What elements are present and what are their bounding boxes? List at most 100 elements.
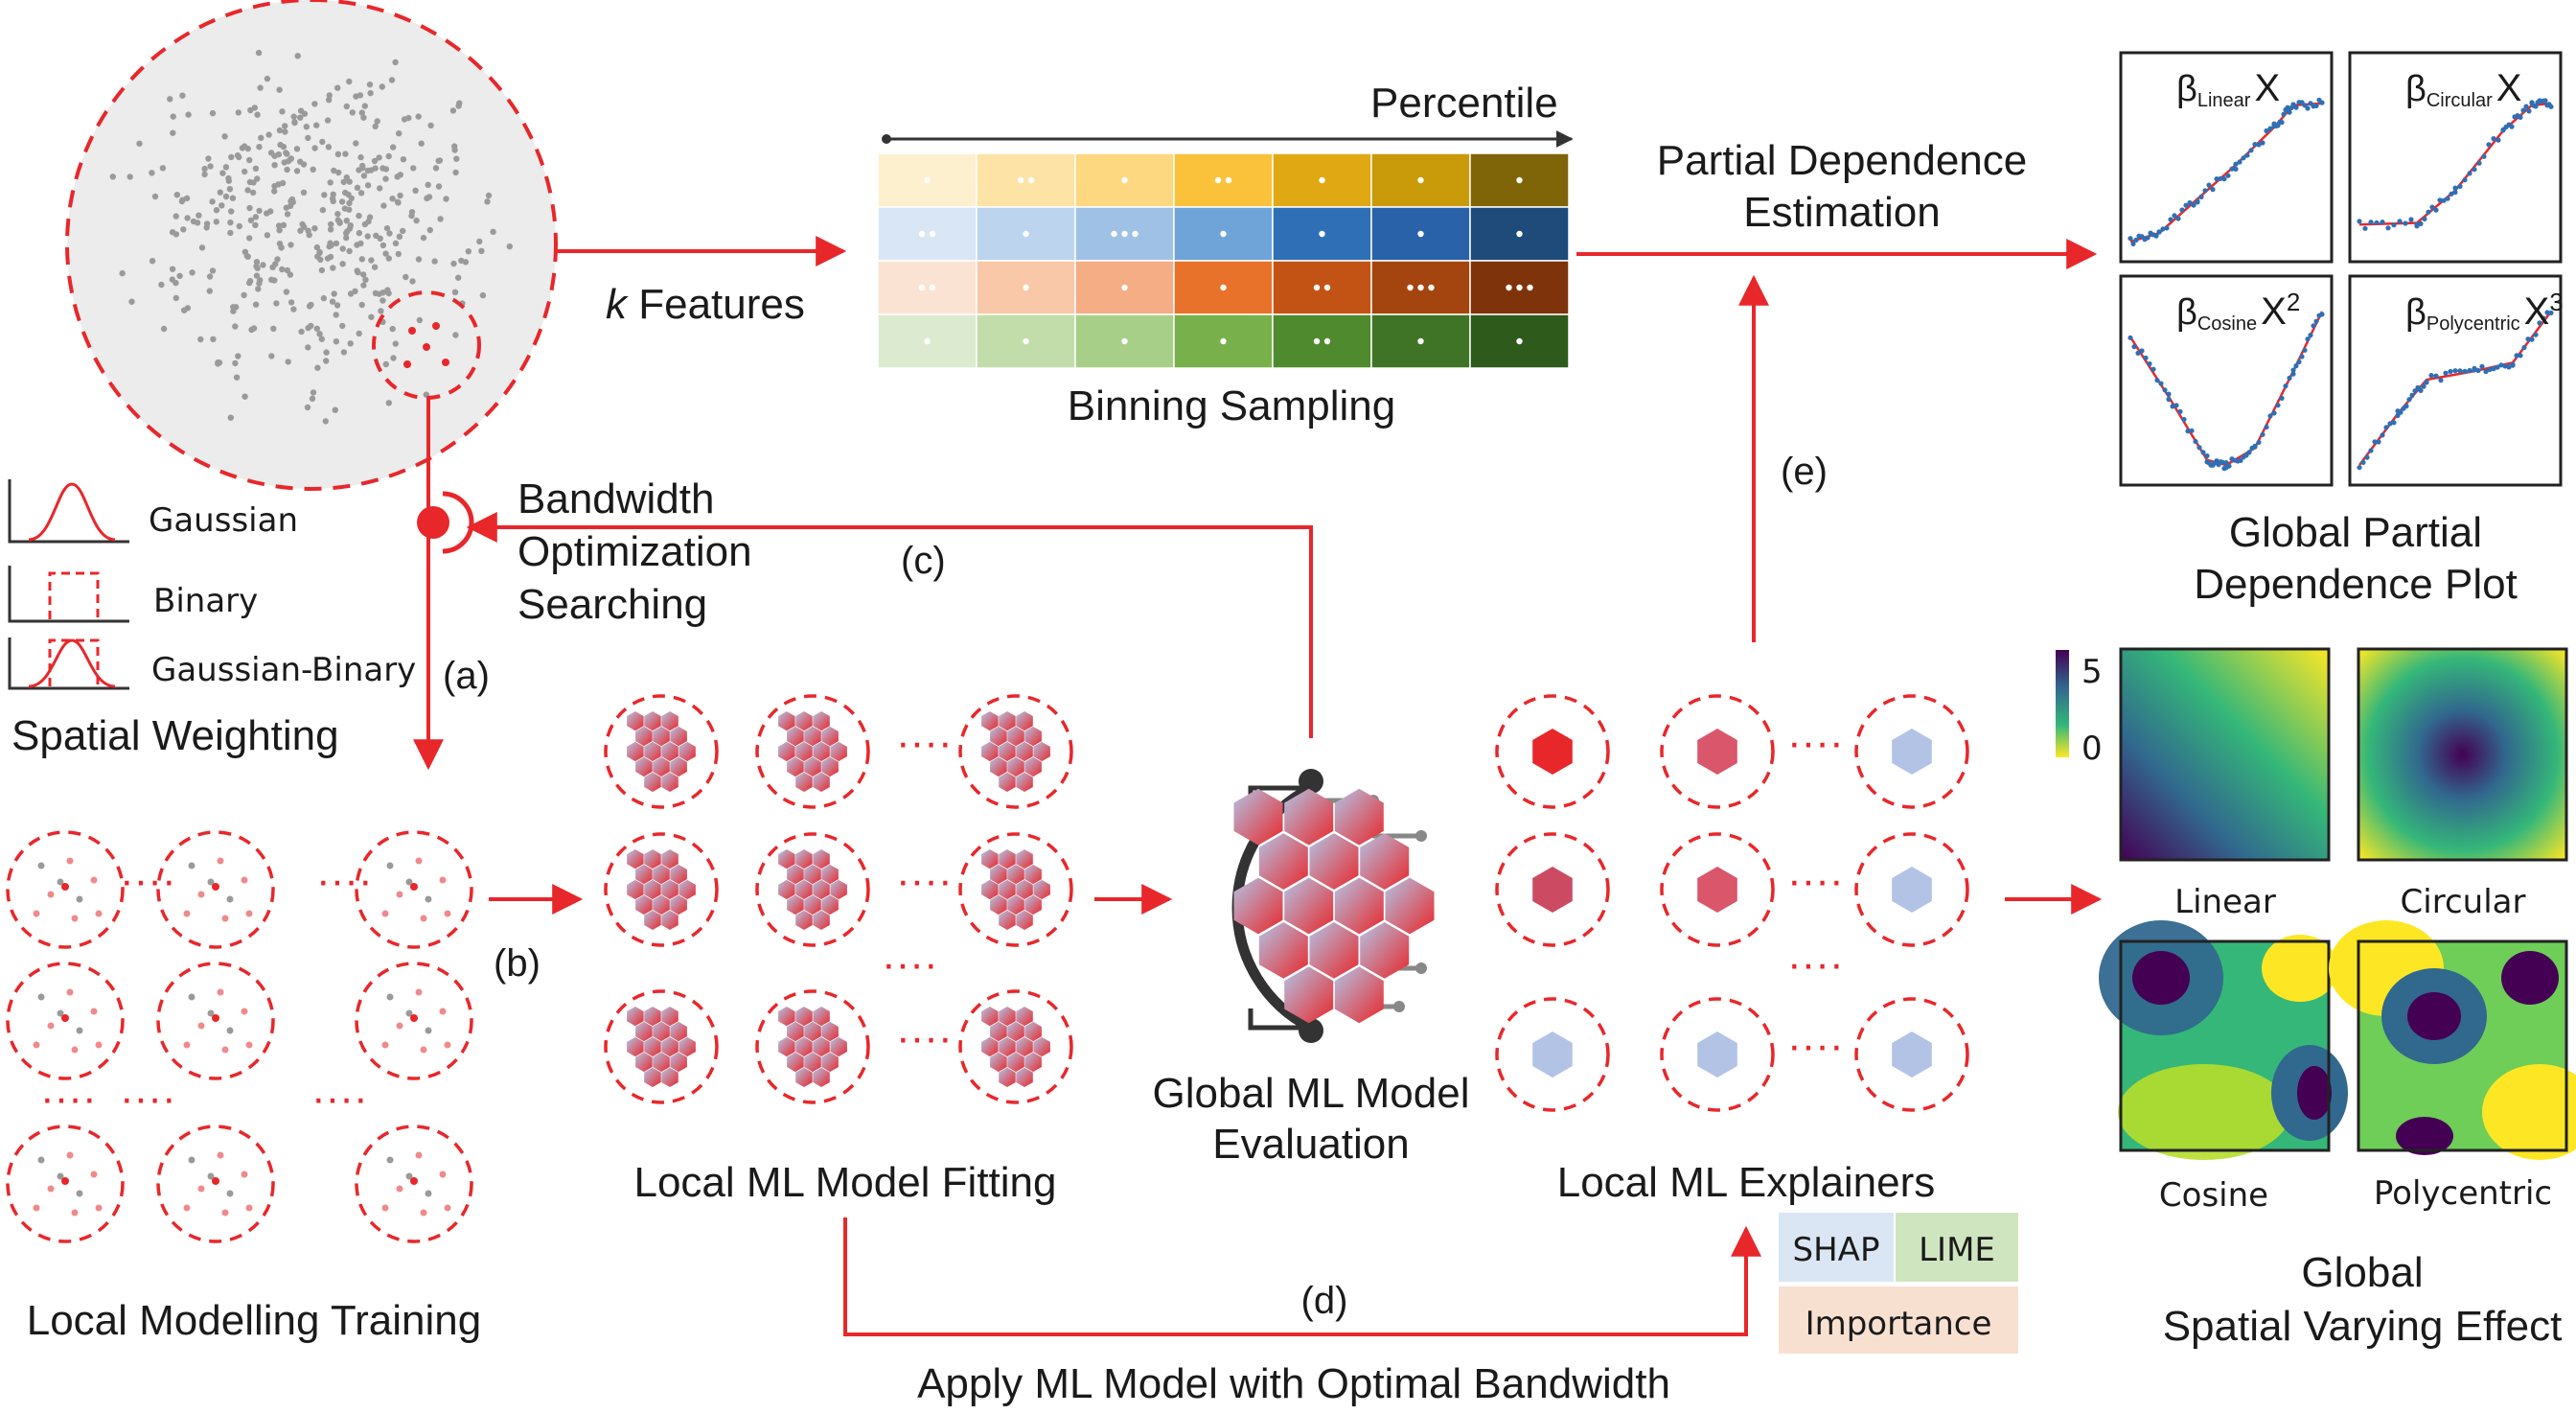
training-point <box>226 1190 234 1197</box>
bin-dot <box>1017 176 1024 184</box>
pdp-point <box>2521 344 2527 351</box>
study-point <box>380 202 387 209</box>
study-point <box>246 156 253 164</box>
study-point <box>385 290 392 297</box>
training-point <box>90 1171 98 1178</box>
fitting-circle <box>958 694 1073 809</box>
study-point <box>267 150 275 156</box>
pdp-point <box>2139 348 2145 354</box>
study-point <box>385 400 392 406</box>
study-point <box>291 119 298 126</box>
model-hexagon <box>778 741 795 762</box>
pdp-point <box>2383 425 2389 430</box>
bin-dot <box>1023 284 1029 291</box>
study-point <box>431 258 438 265</box>
pdp-coefficient-label: βLinear X <box>2176 67 2280 111</box>
study-point <box>323 358 330 364</box>
bin-dot <box>1132 230 1138 238</box>
study-point <box>490 228 496 235</box>
model-hexagon <box>813 879 830 900</box>
model-hexagon <box>644 879 661 900</box>
model-hexagon <box>1007 756 1024 777</box>
training-point <box>33 1041 40 1049</box>
training-circle <box>355 830 473 949</box>
training-point <box>47 1022 55 1030</box>
training-point <box>57 1009 64 1017</box>
binning-sampling-label: Binning Sampling <box>1068 382 1395 429</box>
study-point <box>290 113 297 120</box>
training-point <box>439 1008 447 1015</box>
study-point <box>160 325 168 333</box>
study-point <box>359 165 366 172</box>
pdp-point <box>2403 220 2408 226</box>
study-point <box>185 111 192 118</box>
pdp-point <box>2244 152 2250 158</box>
model-hexagon <box>804 1021 821 1042</box>
pdp-point <box>2495 364 2500 370</box>
model-hexagon <box>644 849 661 869</box>
study-point <box>218 202 225 209</box>
model-hexagon <box>787 726 804 747</box>
pdp-point <box>2481 153 2487 159</box>
study-point <box>317 256 324 263</box>
study-point <box>310 166 316 173</box>
pdp-point <box>2391 222 2397 228</box>
study-point <box>368 167 375 174</box>
study-point <box>343 229 350 237</box>
study-point <box>217 189 223 196</box>
ellipsis: ···· <box>896 1014 953 1061</box>
study-point <box>276 127 284 134</box>
study-point <box>327 226 334 233</box>
study-point <box>465 248 472 255</box>
ellipsis: ···· <box>316 857 373 904</box>
model-hexagon <box>795 1007 813 1027</box>
pdp-point <box>2475 367 2481 374</box>
bin-dot <box>1417 176 1424 184</box>
model-hexagon <box>1360 922 1410 979</box>
study-point <box>119 269 126 277</box>
pdp-point <box>2385 225 2391 231</box>
study-point <box>169 276 175 283</box>
pdp-point <box>2467 367 2472 374</box>
study-point <box>252 301 260 308</box>
study-point <box>265 131 272 138</box>
model-hexagon <box>795 711 813 731</box>
explainer-circle <box>1495 832 1610 947</box>
training-center <box>410 1177 418 1185</box>
study-point <box>405 114 412 122</box>
study-point <box>309 395 316 402</box>
study-point <box>372 123 379 129</box>
pdp-point <box>2380 220 2385 225</box>
pdp-point <box>2233 166 2239 172</box>
explainer-hexagon <box>1892 1032 1932 1078</box>
pdp-point <box>2428 373 2434 379</box>
study-point <box>371 264 379 270</box>
study-point <box>284 267 291 274</box>
model-hexagon <box>1016 772 1033 792</box>
study-point <box>279 266 286 273</box>
model-hexagon <box>787 864 804 885</box>
pdp-point <box>2128 335 2133 340</box>
study-point <box>314 364 321 371</box>
study-point <box>382 250 389 257</box>
training-point <box>439 1171 447 1178</box>
training-point <box>207 1009 215 1017</box>
study-point <box>426 226 433 234</box>
global-eval-label-2: Evaluation <box>1212 1121 1409 1168</box>
step-c-label: (c) <box>901 540 946 582</box>
study-point <box>388 77 396 83</box>
pdp-point <box>2145 235 2150 241</box>
pdp-point <box>2462 177 2468 183</box>
model-hexagon <box>644 1067 661 1087</box>
model-hexagon <box>778 1007 795 1027</box>
study-point <box>254 175 261 182</box>
pdp-point <box>2429 204 2435 210</box>
ellipsis: ···· <box>896 719 953 766</box>
training-point <box>386 1156 394 1164</box>
pdp-point <box>2168 217 2174 222</box>
study-point <box>264 232 271 239</box>
bin-dot <box>918 284 926 291</box>
study-point <box>273 300 280 307</box>
study-point <box>451 143 458 150</box>
study-point <box>136 140 143 147</box>
